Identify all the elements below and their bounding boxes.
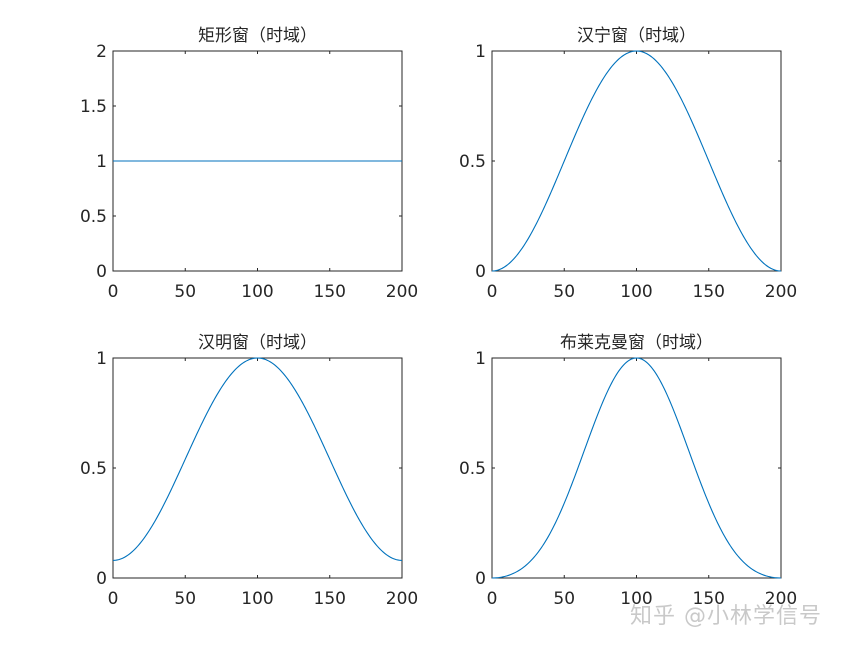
y-tick-label: 2 xyxy=(96,42,107,62)
x-tick-label: 100 xyxy=(620,282,652,302)
x-tick-label: 150 xyxy=(314,282,346,302)
series-line xyxy=(491,50,782,272)
subplot-title: 矩形窗（时域） xyxy=(198,26,317,46)
x-tick-label: 0 xyxy=(108,589,119,609)
y-tick-label: 0.5 xyxy=(80,207,107,227)
axes-box xyxy=(491,50,782,272)
x-tick-label: 50 xyxy=(174,282,196,302)
x-tick-label: 200 xyxy=(765,589,797,609)
y-tick-label: 0.5 xyxy=(80,459,107,479)
x-tick-label: 0 xyxy=(487,282,498,302)
y-tick-label: 0 xyxy=(475,262,486,282)
y-tick-label: 0.5 xyxy=(459,152,486,172)
y-tick-label: 1 xyxy=(96,152,107,172)
x-tick-label: 50 xyxy=(553,282,575,302)
x-tick-label: 100 xyxy=(241,589,273,609)
x-tick-label: 200 xyxy=(765,282,797,302)
y-tick-label: 1.5 xyxy=(80,97,107,117)
x-tick-label: 0 xyxy=(108,282,119,302)
y-tick-label: 1 xyxy=(96,349,107,369)
axes-box xyxy=(112,357,403,579)
y-tick-label: 1 xyxy=(475,349,486,369)
y-tick-label: 0.5 xyxy=(459,459,486,479)
x-tick-label: 150 xyxy=(314,589,346,609)
subplot-title: 汉明窗（时域） xyxy=(198,333,317,353)
subplot-3: 0 50 100 150 200 0 0.5 1 汉明窗（时域） xyxy=(80,333,418,609)
subplot-4: 0 50 100 150 200 0 0.5 1 布莱克曼窗（时域） xyxy=(459,333,797,609)
x-tick-label: 150 xyxy=(693,282,725,302)
series-line xyxy=(491,357,782,579)
subplot-title: 布莱克曼窗（时域） xyxy=(560,333,713,353)
subplot-2: 0 50 100 150 200 0 0.5 1 汉宁窗（时域） xyxy=(459,26,797,302)
y-tick-label: 0 xyxy=(475,569,486,589)
x-tick-label: 50 xyxy=(553,589,575,609)
subplot-title: 汉宁窗（时域） xyxy=(577,26,696,46)
x-tick-label: 200 xyxy=(386,589,418,609)
x-tick-label: 0 xyxy=(487,589,498,609)
y-tick-label: 0 xyxy=(96,262,107,282)
subplot-1: 0 50 100 150 200 0 0.5 1 1.5 2 矩形窗（时域） xyxy=(80,26,418,302)
watermark-text: 知乎 @小林学信号 xyxy=(630,604,822,629)
series-line xyxy=(112,357,403,561)
x-tick-label: 100 xyxy=(241,282,273,302)
axes-box xyxy=(491,357,782,579)
x-tick-label: 200 xyxy=(386,282,418,302)
x-tick-label: 150 xyxy=(693,589,725,609)
x-tick-label: 50 xyxy=(174,589,196,609)
y-tick-label: 0 xyxy=(96,569,107,589)
y-tick-label: 1 xyxy=(475,42,486,62)
x-tick-label: 100 xyxy=(620,589,652,609)
